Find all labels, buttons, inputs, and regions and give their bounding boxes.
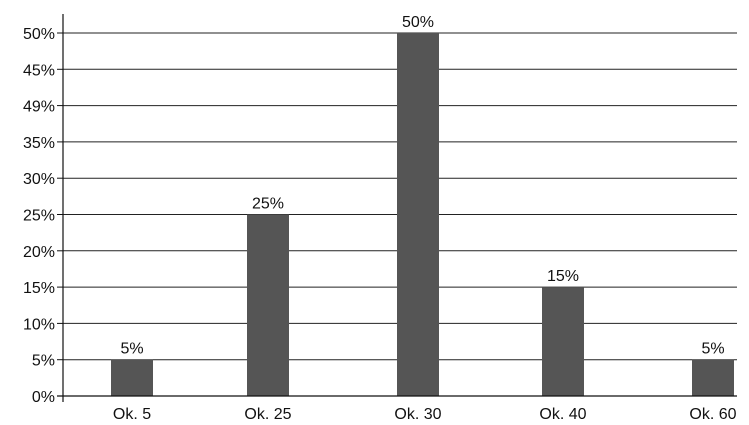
category-label: Ok. 30 — [394, 406, 441, 423]
bar-ok-5 — [111, 360, 153, 396]
y-tick-label: 20% — [23, 244, 55, 261]
value-label: 15% — [547, 268, 579, 285]
bar-ok-25 — [247, 215, 289, 397]
y-tick-label: 50% — [23, 26, 55, 43]
category-label: Ok. 60 — [689, 406, 736, 423]
y-tick-label: 45% — [23, 62, 55, 79]
y-tick-label: 5% — [32, 353, 55, 370]
category-label: Ok. 5 — [113, 406, 151, 423]
y-tick-label: 0% — [32, 389, 55, 406]
category-label: Ok. 40 — [539, 406, 586, 423]
y-tick-label: 30% — [23, 171, 55, 188]
bar-ok-40 — [542, 287, 584, 396]
y-tick-label: 25% — [23, 208, 55, 225]
category-labels: Ok. 5 Ok. 25 Ok. 30 Ok. 40 Ok. 60 — [113, 406, 737, 423]
value-label: 5% — [120, 341, 143, 358]
bar-ok-30 — [397, 33, 439, 396]
bar-ok-60 — [692, 360, 734, 396]
y-tick-label: 35% — [23, 135, 55, 152]
y-tick-label: 49% — [23, 99, 55, 116]
y-tick-labels: 0% 5% 10% 15% 20% 25% 30% 35% 49% 45% 50% — [23, 26, 63, 406]
y-tick-label: 15% — [23, 280, 55, 297]
y-tick-label: 10% — [23, 316, 55, 333]
value-label: 25% — [252, 196, 284, 213]
value-label: 50% — [402, 14, 434, 31]
category-label: Ok. 25 — [244, 406, 291, 423]
value-label: 5% — [701, 341, 724, 358]
